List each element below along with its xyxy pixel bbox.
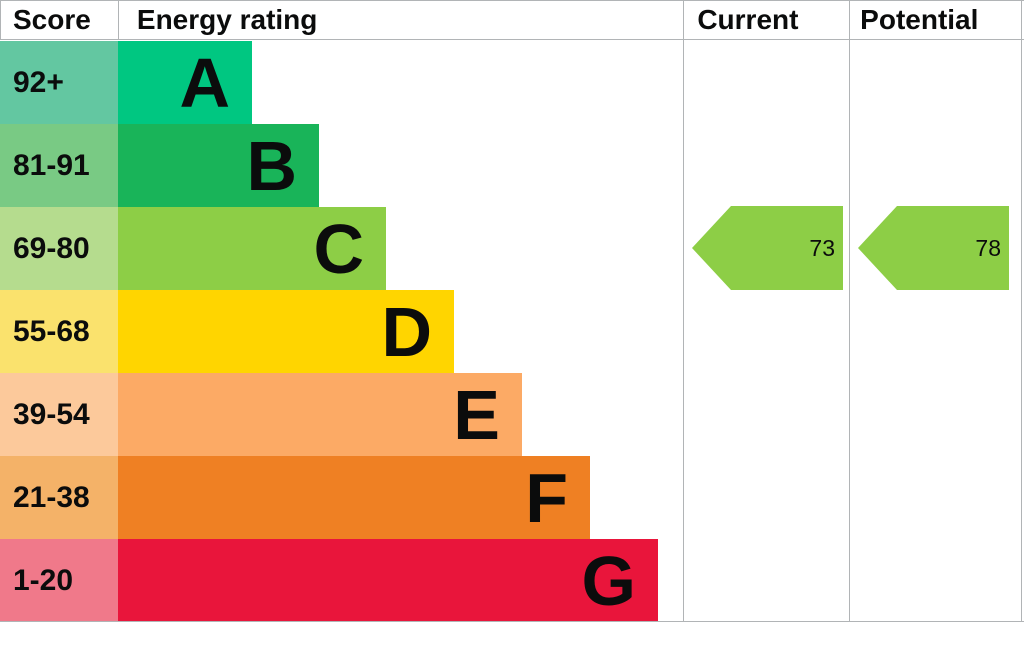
potential-rating-value: 78: [975, 234, 1001, 261]
band-letter-d: D: [381, 292, 432, 371]
chart-bottom-border: [0, 621, 1024, 622]
current-rating-arrow: 73: [692, 206, 843, 290]
score-range-e: 39-54: [0, 373, 118, 456]
score-range-d: 55-68: [0, 290, 118, 373]
band-rows: 92+ A 81-91 B 69-80 C 55-68 D 39-54: [0, 41, 1024, 622]
band-bar-a: A: [118, 41, 252, 124]
score-range-b: 81-91: [0, 124, 118, 207]
current-rating-value: 73: [809, 234, 835, 261]
band-letter-a: A: [179, 43, 230, 122]
left-arrow-icon: [858, 206, 1009, 290]
band-row-c: 69-80 C: [0, 207, 1024, 290]
band-row-b: 81-91 B: [0, 124, 1024, 207]
score-range-c: 69-80: [0, 207, 118, 290]
band-letter-b: B: [246, 126, 297, 205]
band-bar-c: C: [118, 207, 386, 290]
band-row-g: 1-20 G: [0, 539, 1024, 622]
potential-rating-arrow: 78: [858, 206, 1009, 290]
potential-column-divider: [849, 0, 850, 621]
potential-column-header: Potential: [860, 4, 979, 35]
score-column-header: Score: [1, 1, 119, 39]
potential-arrow-shape: [858, 206, 1009, 290]
band-letter-e: E: [453, 375, 500, 454]
energy-rating-column-header: Energy rating: [136, 4, 318, 35]
current-column-divider: [683, 0, 684, 621]
band-row-d: 55-68 D: [0, 290, 1024, 373]
band-letter-c: C: [313, 209, 364, 288]
current-arrow-shape: [692, 206, 843, 290]
band-bar-e: E: [118, 373, 522, 456]
band-bar-g: G: [118, 539, 658, 622]
current-column-header: Current: [697, 4, 799, 35]
left-arrow-icon: [692, 206, 843, 290]
band-bar-b: B: [118, 124, 319, 207]
header-row: Score Energy rating Current Potential: [0, 0, 1024, 40]
right-table-border: [1021, 0, 1022, 621]
band-row-a: 92+ A: [0, 41, 1024, 124]
band-row-e: 39-54 E: [0, 373, 1024, 456]
band-letter-g: G: [581, 541, 636, 620]
score-range-g: 1-20: [0, 539, 118, 622]
score-range-a: 92+: [0, 41, 118, 124]
band-bar-d: D: [118, 290, 454, 373]
band-letter-f: F: [525, 458, 568, 537]
band-row-f: 21-38 F: [0, 456, 1024, 539]
band-bar-f: F: [118, 456, 590, 539]
score-range-f: 21-38: [0, 456, 118, 539]
